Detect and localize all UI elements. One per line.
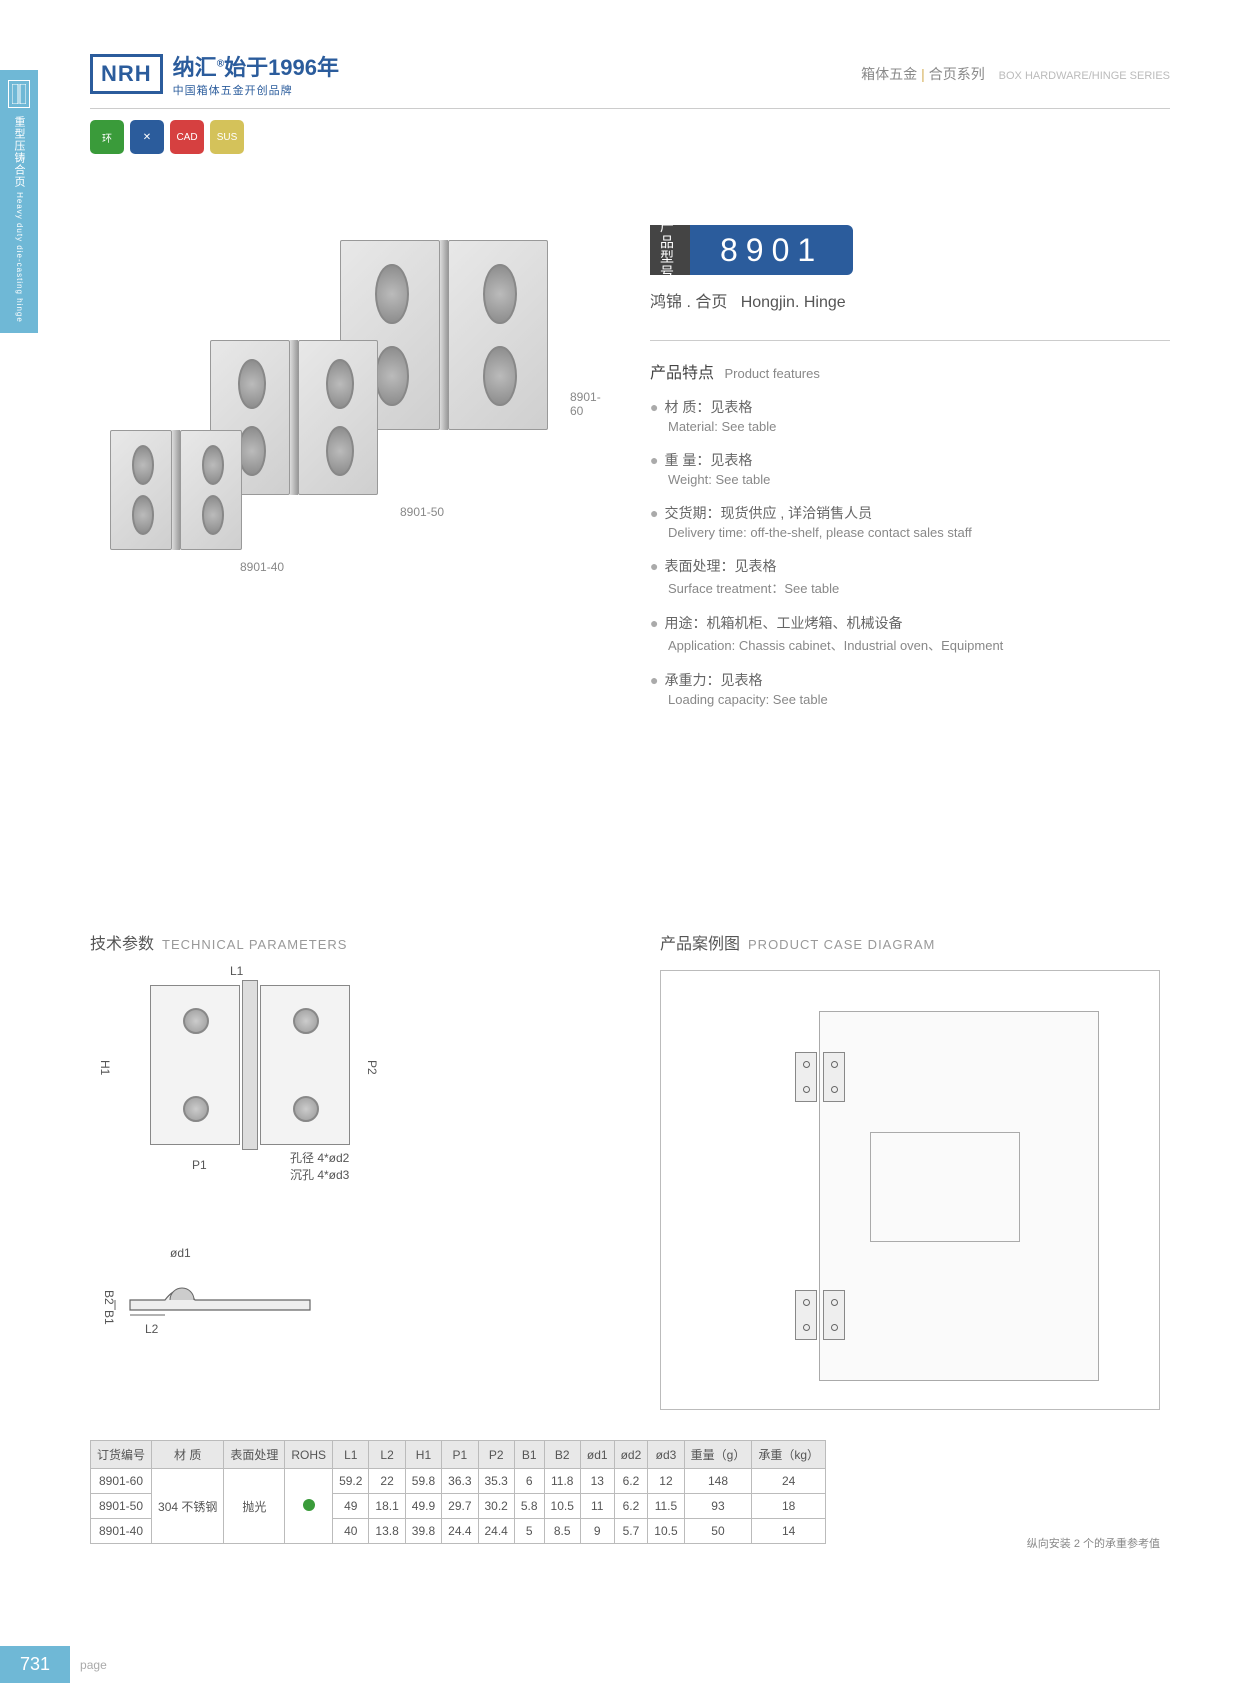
feature-item: ●交货期：现货供应 , 详洽销售人员Delivery time: off-the… (650, 503, 1170, 540)
hinge-50-label: 8901-50 (400, 505, 444, 519)
model-badge: 产品 型号 8901 (650, 225, 853, 275)
product-illustration: 8901-60 8901-50 8901-40 (90, 240, 590, 600)
cert-badges: 环✕CADSUS (90, 120, 244, 154)
cert-badge: SUS (210, 120, 244, 154)
cert-badge: 环 (90, 120, 124, 154)
features-list: ●材 质：见表格Material: See table ●重 量：见表格Weigh… (650, 397, 1170, 707)
table-header: 订货编号 (91, 1441, 152, 1469)
table-header: B2 (544, 1441, 580, 1469)
table-header: 表面处理 (224, 1441, 285, 1469)
table-header: H1 (405, 1441, 441, 1469)
feature-item: ●材 质：见表格Material: See table (650, 397, 1170, 434)
side-hinge-icon (8, 80, 30, 108)
logo-mark: NRH (90, 54, 163, 94)
dim-H1: H1 (98, 1060, 112, 1075)
cert-badge: ✕ (130, 120, 164, 154)
logo: NRH 纳汇®始于1996年 中国箱体五金开创品牌 (90, 50, 339, 98)
header-rule (90, 108, 1170, 109)
table-row: 8901-60304 不锈钢抛光59.22259.836.335.3611.81… (91, 1469, 826, 1494)
page-footer: 731 page (0, 1646, 107, 1683)
model-label: 产品 型号 (650, 225, 690, 275)
model-number: 8901 (690, 225, 853, 275)
feature-item: ●重 量：见表格Weight: See table (650, 450, 1170, 487)
case-diagram-title: 产品案例图PRODUCT CASE DIAGRAM (660, 930, 935, 954)
side-tab: 重型压铸合页 Heavy duty die-casting hinge (0, 70, 38, 333)
hinge-40-label: 8901-40 (240, 560, 284, 574)
table-header: P2 (478, 1441, 514, 1469)
case-hinge-bottom (795, 1290, 845, 1340)
table-header: L2 (369, 1441, 405, 1469)
table-header: ød1 (580, 1441, 614, 1469)
header-category: 箱体五金|合页系列 BOX HARDWARE/HINGE SERIES (861, 64, 1170, 84)
profile-diagram: ød1 B2 B1 L2 (110, 1260, 330, 1330)
door-panel (819, 1011, 1099, 1381)
table-header: ød3 (648, 1441, 684, 1469)
cert-badge: CAD (170, 120, 204, 154)
dim-B1: B1 (102, 1310, 116, 1325)
product-features: 产品特点 Product features ●材 质：见表格Material: … (650, 340, 1170, 723)
logo-slogan: 中国箱体五金开创品牌 (173, 82, 339, 98)
page-number: 731 (0, 1646, 70, 1683)
table-header: B1 (514, 1441, 544, 1469)
tech-params-title: 技术参数TECHNICAL PARAMETERS (90, 930, 347, 954)
case-hinge-top (795, 1052, 845, 1102)
table-header: ød2 (614, 1441, 648, 1469)
dim-P1: P1 (192, 1158, 207, 1172)
spec-table: 订货编号材 质表面处理ROHSL1L2H1P1P2B1B2ød1ød2ød3重量… (90, 1440, 826, 1544)
logo-year: 始于1996年 (224, 55, 339, 80)
hinge-60-label: 8901-60 (570, 390, 601, 418)
logo-text: 纳汇®始于1996年 中国箱体五金开创品牌 (173, 50, 339, 98)
feature-item: ●承重力：见表格Loading capacity: See table (650, 670, 1170, 707)
feature-item: ●表面处理：见表格Surface treatment：See table (650, 556, 1170, 597)
dim-P2: P2 (365, 1060, 379, 1075)
feature-item: ●用途：机箱机柜、工业烤箱、机械设备Application: Chassis c… (650, 613, 1170, 654)
table-note: 纵向安装 2 个的承重参考值 (1027, 1535, 1160, 1551)
logo-cn: 纳汇 (173, 55, 217, 80)
case-diagram (660, 970, 1160, 1410)
table-header: 材 质 (152, 1441, 224, 1469)
hinge-40 (110, 430, 242, 550)
side-tab-cn: 重型压铸合页 Heavy duty die-casting hinge (11, 116, 27, 323)
page-header: NRH 纳汇®始于1996年 中国箱体五金开创品牌 箱体五金|合页系列 BOX … (90, 50, 1170, 98)
table-header: P1 (442, 1441, 478, 1469)
page-label: page (80, 1658, 107, 1672)
table-header: L1 (333, 1441, 369, 1469)
hole-note: 孔径 4*ød2沉孔 4*ød3 (290, 1150, 349, 1184)
table-header: 承重（kg） (752, 1441, 826, 1469)
dim-B2: B2 (102, 1290, 116, 1305)
dim-L1: L1 (230, 964, 243, 978)
tech-diagram: L1 H1 P1 P2 (110, 980, 390, 1150)
dim-L2: L2 (145, 1322, 158, 1336)
rohs-dot (303, 1499, 315, 1511)
model-subtitle: 鸿锦 . 合页 Hongjin. Hinge (650, 288, 846, 312)
table-header: 重量（g） (684, 1441, 752, 1469)
dim-od1: ød1 (170, 1246, 191, 1260)
features-title: 产品特点 Product features (650, 359, 1170, 383)
table-header: ROHS (285, 1441, 333, 1469)
